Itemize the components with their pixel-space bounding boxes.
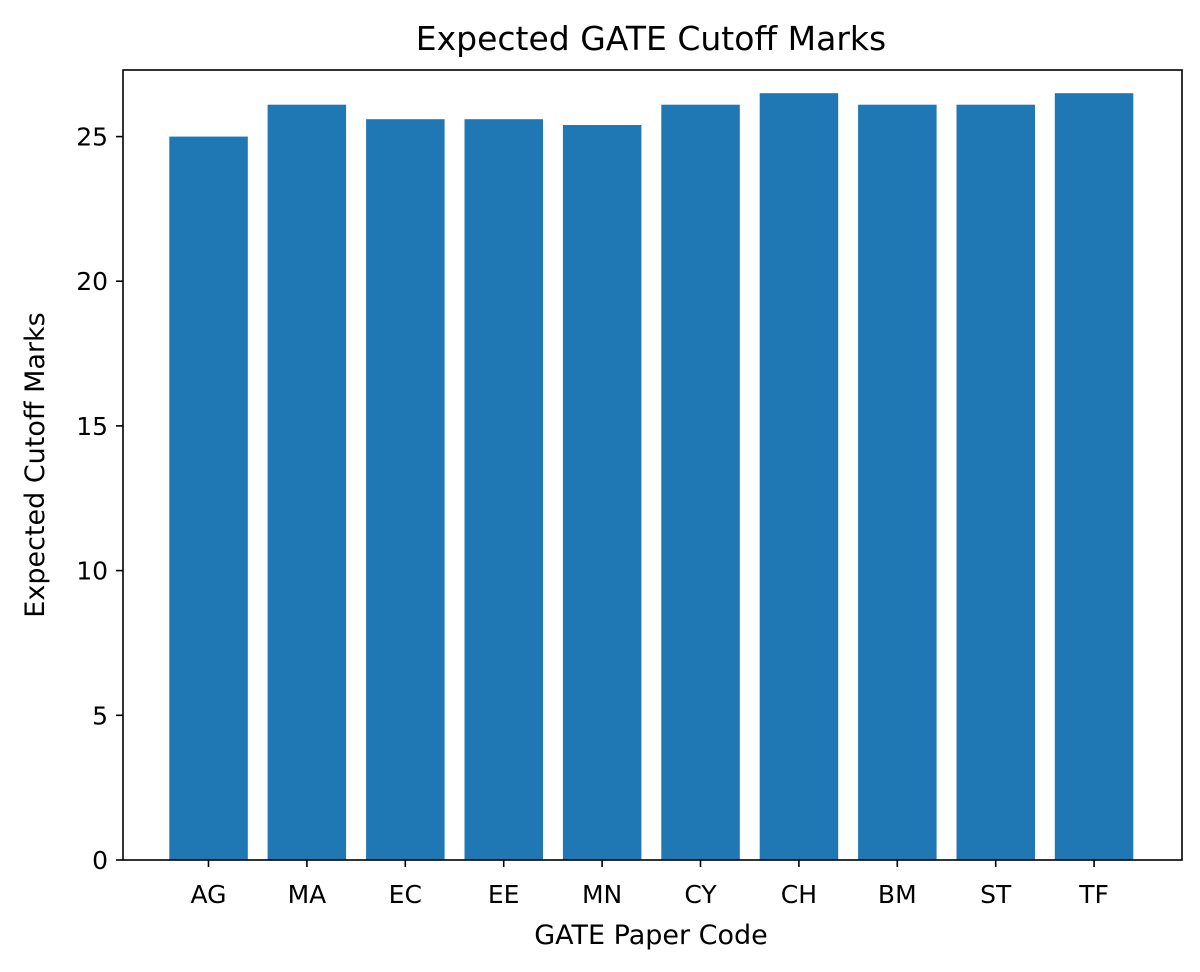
x-tick-label-ag: AG xyxy=(190,880,226,909)
bar-ch xyxy=(759,93,839,860)
bar-tf xyxy=(1054,93,1134,860)
x-tick-label-st: ST xyxy=(980,880,1012,909)
x-tick-label-bm: BM xyxy=(878,880,917,909)
x-tick-label-cy: CY xyxy=(684,880,717,909)
y-tick-label-0: 0 xyxy=(92,846,108,875)
x-tick-label-ch: CH xyxy=(781,880,817,909)
bars-group xyxy=(169,93,1134,861)
y-tick-label-10: 10 xyxy=(76,557,108,586)
y-tick-label-20: 20 xyxy=(76,267,108,296)
bar-ec xyxy=(366,119,445,860)
bar-mn xyxy=(562,125,642,860)
chart-title: Expected GATE Cutoff Marks xyxy=(416,19,886,58)
bar-ma xyxy=(267,104,347,860)
plot-area-frame xyxy=(122,69,1183,861)
x-tick-label-ma: MA xyxy=(288,880,327,909)
x-tick-label-ee: EE xyxy=(488,880,520,909)
bar-cy xyxy=(661,104,740,860)
x-tick-label-mn: MN xyxy=(582,880,622,909)
x-tick-label-tf: TF xyxy=(1078,880,1109,909)
x-tick-label-ec: EC xyxy=(389,880,422,909)
x-axis-ticks: AG MA EC EE MN CY CH BM ST TF xyxy=(190,860,1109,909)
bar-st xyxy=(956,104,1035,860)
bar-bm xyxy=(858,104,937,860)
y-axis-label: Expected Cutoff Marks xyxy=(20,312,51,617)
y-axis-ticks: 0 5 10 15 20 25 xyxy=(76,123,123,875)
y-tick-label-15: 15 xyxy=(76,412,108,441)
x-axis-label: GATE Paper Code xyxy=(534,920,768,951)
bar-ag xyxy=(169,136,248,861)
y-tick-label-25: 25 xyxy=(76,123,108,152)
y-tick-label-5: 5 xyxy=(92,701,108,730)
bar-ee xyxy=(464,119,543,860)
